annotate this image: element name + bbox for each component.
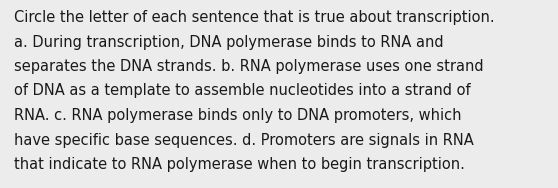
Text: Circle the letter of each sentence that is true about transcription.: Circle the letter of each sentence that … <box>14 10 494 25</box>
Text: a. During transcription, DNA polymerase binds to RNA and: a. During transcription, DNA polymerase … <box>14 35 444 49</box>
Text: of DNA as a template to assemble nucleotides into a strand of: of DNA as a template to assemble nucleot… <box>14 83 470 99</box>
Text: that indicate to RNA polymerase when to begin transcription.: that indicate to RNA polymerase when to … <box>14 157 465 172</box>
Text: have specific base sequences. d. Promoters are signals in RNA: have specific base sequences. d. Promote… <box>14 133 474 148</box>
Text: separates the DNA strands. b. RNA polymerase uses one strand: separates the DNA strands. b. RNA polyme… <box>14 59 484 74</box>
Text: RNA. c. RNA polymerase binds only to DNA promoters, which: RNA. c. RNA polymerase binds only to DNA… <box>14 108 461 123</box>
